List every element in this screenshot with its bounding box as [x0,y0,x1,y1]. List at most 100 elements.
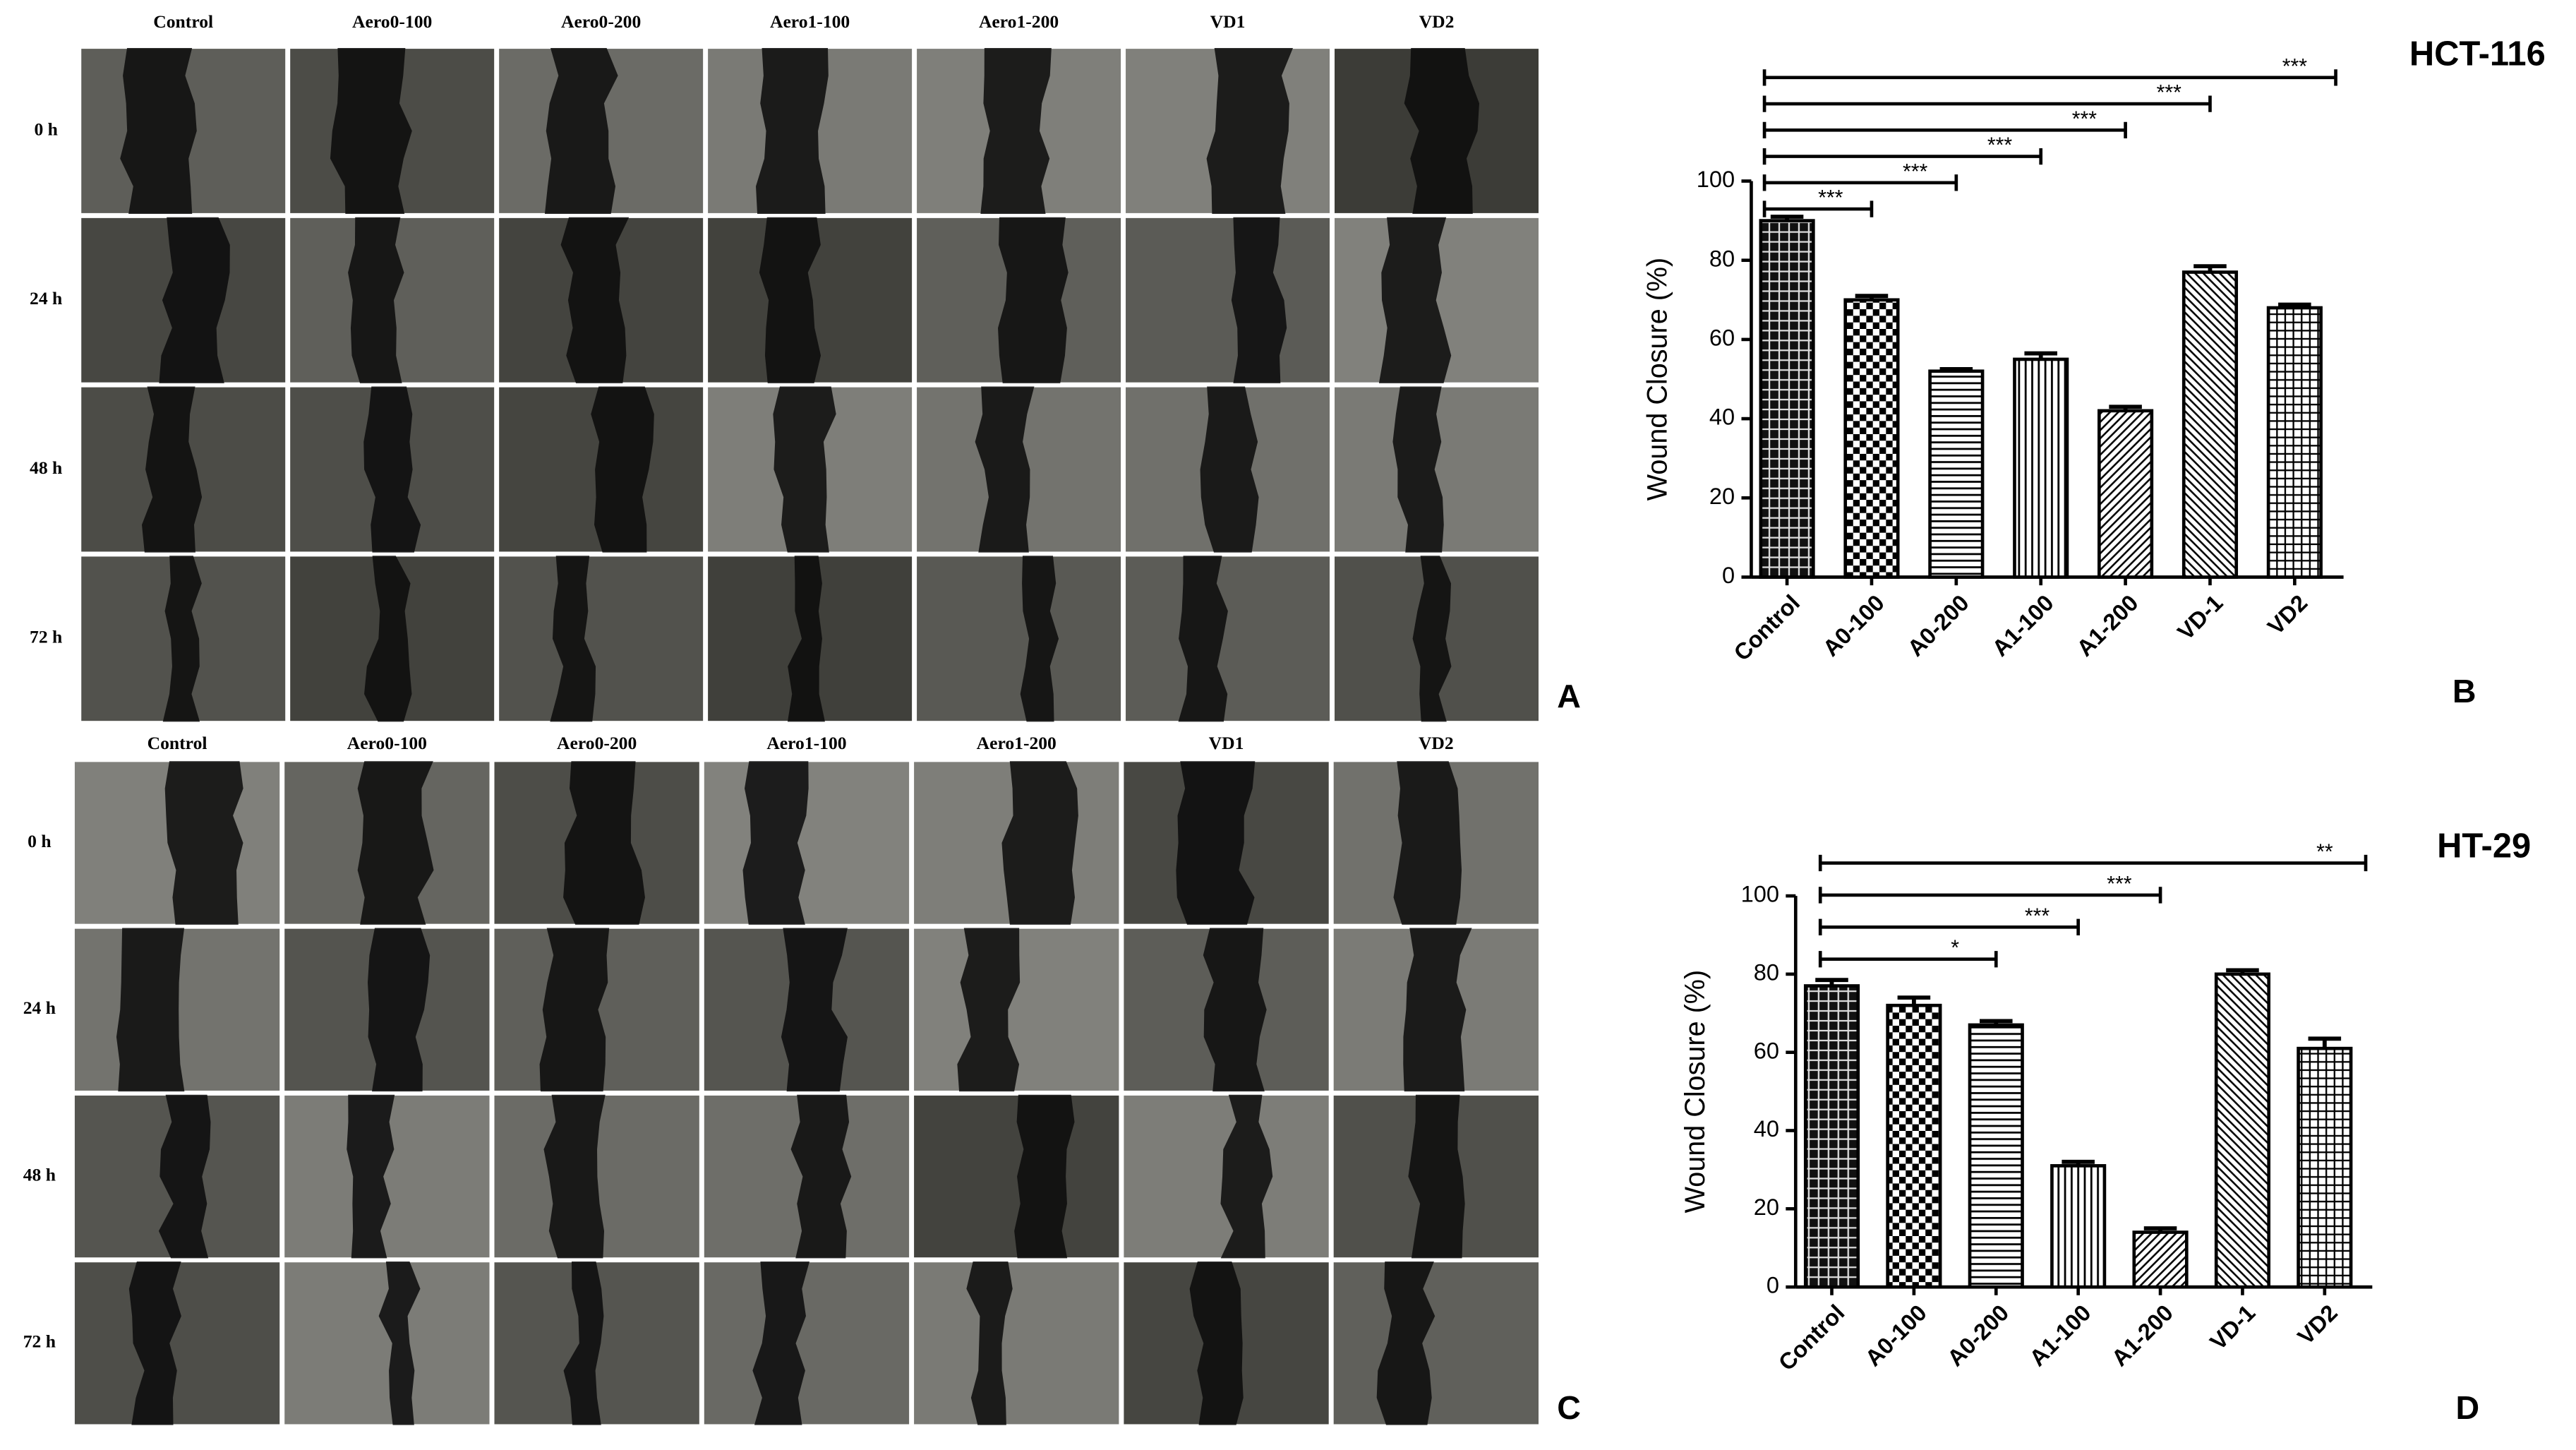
significance-label: *** [2072,107,2097,131]
significance-label: *** [2282,55,2308,78]
wound-gap [128,1262,181,1425]
row-label: 48 h [23,1164,56,1185]
wound-gap [1378,217,1452,383]
row-label: 72 h [23,1331,56,1352]
wound-gap [560,217,630,383]
wound-gap [1404,47,1479,215]
column-label: Aero1-200 [979,11,1059,32]
x-tick-label: A0-100 [1818,590,1889,661]
significance-bracket [1762,121,2127,138]
wound-gap [142,386,203,553]
wound-gap [1206,47,1294,215]
row-label: 72 h [30,627,62,647]
wound-gap [1392,386,1444,553]
column-label: Aero0-100 [352,11,432,32]
significance-bracket [1818,918,2081,935]
column-label: VD1 [1210,11,1246,32]
row-label: 24 h [23,997,56,1018]
column-label: Aero0-200 [561,11,641,32]
wound-gap [116,928,185,1092]
wound-gap [364,556,412,722]
row-label: 48 h [30,457,62,478]
error-bar [1770,215,1804,221]
x-tick-label: Control [1729,590,1805,666]
x-tick-label: Control [1774,1300,1849,1375]
bar [2181,270,2239,579]
wound-gap [1403,928,1472,1092]
error-bar [2143,1226,2177,1233]
wound-gap [781,928,848,1092]
wound-gap [966,1262,1013,1425]
micrograph [497,555,705,723]
wound-gap [367,928,431,1092]
x-tick-label: A1-100 [2025,1300,2096,1371]
row-label: 0 h [34,119,57,139]
wound-gap [1393,761,1462,925]
wound-gap [563,1262,604,1425]
wound-gap [563,761,645,925]
x-tick-label: VD2 [2293,1300,2342,1349]
y-tick-label: 0 [1767,1273,1779,1298]
bar [2132,1230,2189,1289]
column-label: VD2 [1419,733,1454,753]
significance-bracket [1818,854,2368,872]
wound-gap [1014,1094,1075,1259]
error-bar [2109,405,2142,411]
wound-gap [378,1262,421,1425]
wound-gap [543,1094,606,1259]
wound-gap [1408,1094,1465,1259]
y-tick-label: 60 [1709,325,1735,351]
y-tick-label: 100 [1697,167,1735,192]
significance-label: *** [1818,186,1843,210]
error-bar [2024,351,2057,359]
x-tick-label: A0-200 [1942,1300,2014,1371]
y-tick-label: 40 [1709,405,1735,430]
y-axis-label: Wound Closure (%) [1680,970,1711,1213]
y-tick-label: 80 [1709,246,1735,271]
error-bar [1855,294,1889,300]
error-bar [2226,968,2259,974]
micrograph [912,1260,1121,1426]
wound-gap [544,47,618,215]
bar [2013,357,2069,579]
wound-gap [752,1262,810,1425]
wound-gap [998,217,1069,383]
wound-gap [539,928,610,1092]
error-bar [2193,264,2227,272]
wound-gap [348,217,404,383]
error-bar [1980,1019,2013,1025]
micrograph [73,1260,282,1426]
column-label: VD1 [1209,733,1244,753]
wound-gap [347,1094,395,1259]
bar [1968,1023,2024,1289]
significance-bracket [1762,69,2337,86]
column-label: Aero0-200 [557,733,637,753]
x-tick-label: A1-200 [2107,1300,2178,1371]
significance-label: *** [1987,134,2013,157]
wound-gap [357,761,434,925]
bar [2214,972,2271,1289]
wound-gap [1200,386,1259,553]
bar [1843,298,1900,579]
significance-bracket [1762,148,2043,165]
significance-label: *** [1903,160,1928,184]
wound-gap [1376,1262,1436,1425]
micrograph [1124,555,1332,723]
significance-bracket [1762,174,1958,191]
wound-gap [330,47,412,215]
wound-gap [159,217,230,383]
y-tick-label: 80 [1754,960,1779,985]
significance-label: ** [2316,841,2333,864]
wound-gap [164,761,243,925]
panel-letter: B [2452,673,2476,709]
micrograph [282,1260,491,1426]
wound-gap [756,47,829,215]
wound-gap [980,47,1052,215]
wound-gap [1176,761,1256,925]
micrograph [1332,1260,1541,1426]
significance-label: * [1951,937,1959,960]
y-axis-label: Wound Closure (%) [1642,258,1673,501]
bar [1803,984,1860,1289]
significance-bracket [1762,95,2212,112]
error-bar [1897,995,1931,1006]
